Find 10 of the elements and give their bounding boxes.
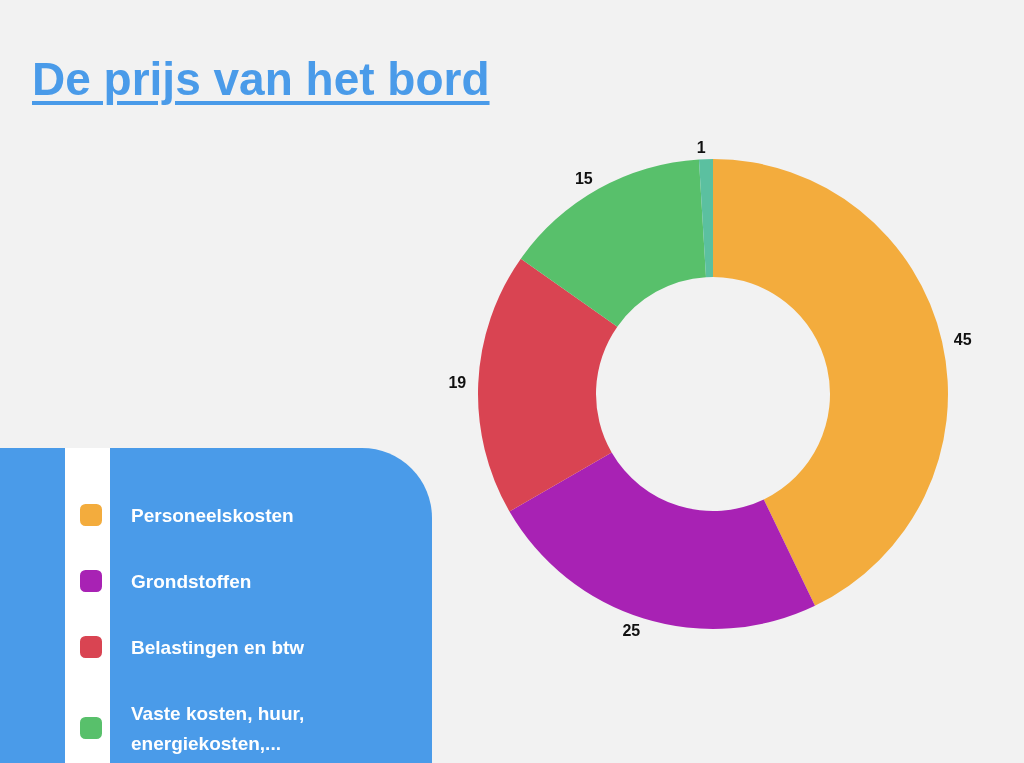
data-label: 1 [696, 138, 706, 156]
legend-label: Vaste kosten, huur, energiekosten,... [131, 702, 310, 754]
legend-label: Belastingen en btw [131, 636, 305, 658]
data-label: 19 [448, 374, 467, 392]
data-label: 15 [574, 169, 593, 187]
data-label: 45 [953, 330, 972, 348]
legend-label: Personeelskosten [131, 504, 294, 526]
legend-label: Grondstoffen [131, 570, 252, 592]
chart-title: De prijs van het bord [32, 52, 490, 106]
data-label: 25 [622, 621, 641, 639]
